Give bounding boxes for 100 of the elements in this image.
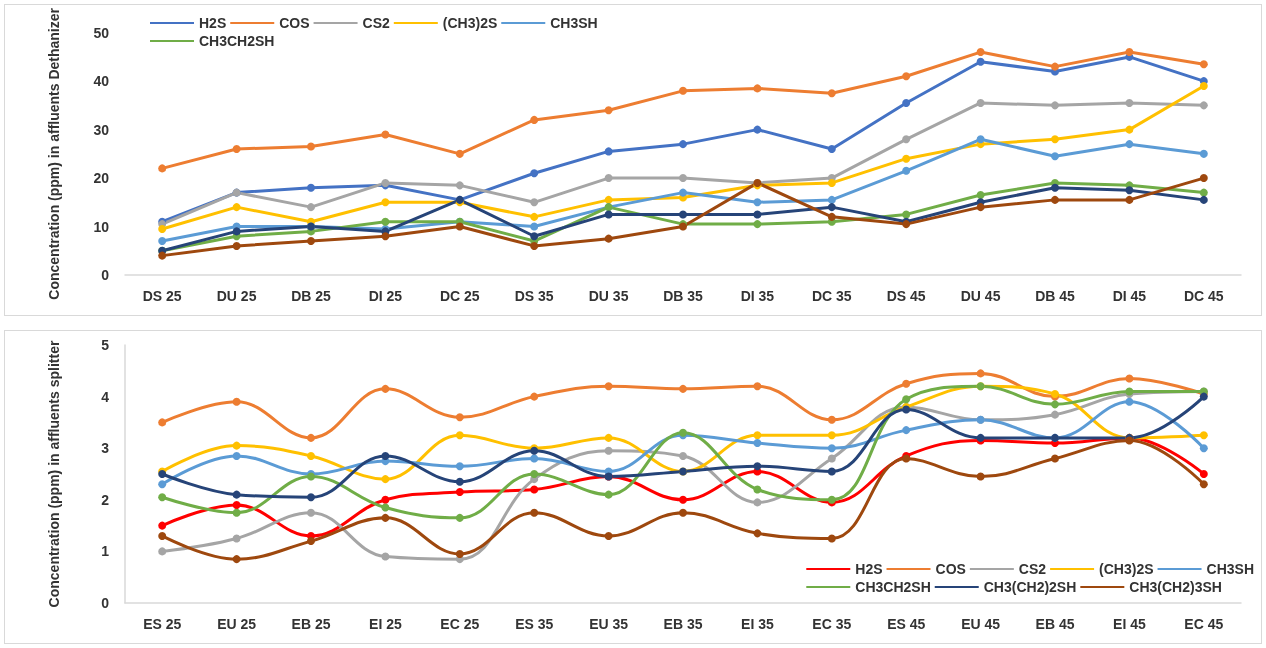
point xyxy=(232,500,241,509)
point xyxy=(1199,195,1208,204)
point xyxy=(530,115,539,124)
x-tick-label: EI 45 xyxy=(1113,616,1146,632)
point xyxy=(902,210,911,219)
point xyxy=(232,555,241,564)
point xyxy=(232,441,241,450)
x-tick-label: EU 45 xyxy=(961,616,1001,632)
point xyxy=(381,503,390,512)
point xyxy=(679,140,687,149)
point xyxy=(1051,183,1059,192)
point xyxy=(158,224,167,233)
point xyxy=(827,203,836,212)
point xyxy=(530,470,539,478)
point xyxy=(307,183,315,192)
point xyxy=(902,166,911,175)
point xyxy=(679,174,687,183)
x-tick-label: DC 35 xyxy=(811,288,852,304)
y-tick-label: 30 xyxy=(93,121,110,138)
x-tick-label: DB 25 xyxy=(291,288,332,304)
point xyxy=(381,130,390,139)
x-tick-label: EB 35 xyxy=(663,616,703,632)
y-tick-label: 5 xyxy=(101,337,110,353)
y-tick-label: 2 xyxy=(101,491,110,508)
point xyxy=(1199,431,1208,440)
point xyxy=(530,222,539,231)
y-axis-title: Concentration (ppm) in affluents Dethanizer xyxy=(46,7,62,300)
point xyxy=(604,446,613,455)
point xyxy=(604,382,613,391)
point xyxy=(1199,60,1208,69)
point xyxy=(307,433,315,442)
point xyxy=(1125,98,1134,107)
x-tick-label: DI 45 xyxy=(1112,288,1147,304)
point xyxy=(1051,101,1059,110)
point xyxy=(455,149,464,158)
point xyxy=(753,125,762,134)
legend-label: CH3CH2SH xyxy=(855,579,931,595)
legend-label: COS xyxy=(935,561,966,577)
y-tick-label: 4 xyxy=(101,388,110,405)
x-tick-label: DI 35 xyxy=(740,288,775,304)
point xyxy=(1125,140,1134,149)
point xyxy=(753,198,762,207)
point xyxy=(307,493,315,502)
point xyxy=(827,212,836,221)
legend-label: (CH3)2S xyxy=(442,15,498,31)
x-tick-label: EC 25 xyxy=(440,616,480,632)
point xyxy=(679,188,687,197)
point xyxy=(827,195,836,204)
point xyxy=(753,210,762,219)
point xyxy=(902,426,911,435)
point xyxy=(381,232,390,241)
legend-label: COS xyxy=(279,15,310,31)
point xyxy=(679,86,687,95)
point xyxy=(753,382,762,391)
y-tick-label: 40 xyxy=(93,73,110,90)
point xyxy=(827,454,836,463)
point xyxy=(976,135,985,144)
point xyxy=(307,537,315,546)
x-tick-label: DI 25 xyxy=(368,288,403,304)
point xyxy=(902,72,911,81)
point xyxy=(307,142,315,151)
point xyxy=(604,234,613,243)
point xyxy=(455,431,464,440)
point xyxy=(827,444,836,453)
point xyxy=(1199,470,1208,478)
point xyxy=(1051,152,1059,161)
point xyxy=(604,174,613,183)
point xyxy=(1199,81,1208,90)
point xyxy=(604,195,613,204)
point xyxy=(753,220,762,229)
point xyxy=(530,508,539,517)
x-tick-label: EC 35 xyxy=(812,616,852,632)
point xyxy=(753,529,762,538)
point xyxy=(1125,374,1134,383)
point xyxy=(530,485,539,494)
x-tick-label: DB 45 xyxy=(1035,288,1076,304)
point xyxy=(232,241,241,250)
point xyxy=(158,237,167,246)
point xyxy=(976,472,985,481)
point xyxy=(604,210,613,219)
point xyxy=(976,48,985,57)
point xyxy=(381,513,390,522)
point xyxy=(530,241,539,250)
point xyxy=(158,547,167,556)
point xyxy=(232,508,241,517)
legend-label: CS2 xyxy=(362,15,391,31)
legend-label: CH3SH xyxy=(550,15,598,31)
y-tick-label: 0 xyxy=(101,595,110,611)
point xyxy=(976,369,985,378)
x-tick-label: DU 25 xyxy=(216,288,257,304)
y-tick-label: 50 xyxy=(93,24,110,41)
point xyxy=(1199,149,1208,158)
legend-label: CS2 xyxy=(1018,561,1047,577)
point xyxy=(381,495,390,504)
point xyxy=(381,198,390,207)
point xyxy=(827,534,836,543)
point xyxy=(1199,188,1208,197)
point xyxy=(976,98,985,107)
point xyxy=(1125,125,1134,134)
point xyxy=(902,135,911,144)
